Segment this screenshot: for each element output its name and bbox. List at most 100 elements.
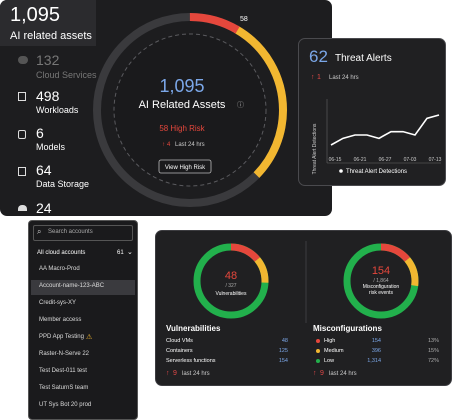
gauge: 58 1,095 AI Related Assets ⓘ 58 High Ris…	[93, 13, 287, 207]
search-box[interactable]	[33, 225, 133, 241]
account-item[interactable]: UT Sys Bot 20 prod	[39, 402, 92, 408]
threat-line	[330, 114, 440, 146]
gauge-change-label: Last 24 hrs	[175, 142, 205, 148]
severity-dot	[316, 339, 320, 343]
item-count: 132	[36, 52, 60, 68]
vuln-row-value: 154	[278, 358, 288, 364]
item-label: Models	[36, 142, 66, 152]
item-label: Data Storage	[36, 179, 90, 189]
search-icon: ⌕	[37, 227, 42, 236]
account-item[interactable]: Credit-sys-XY	[39, 300, 77, 306]
account-item[interactable]: Account-name-123-ABC	[39, 283, 105, 289]
legend-dot	[339, 169, 343, 173]
legend-label: Threat Alert Detections	[346, 169, 407, 175]
account-item[interactable]: Member access	[39, 317, 82, 323]
misconf-value: 154	[372, 265, 390, 277]
misconf-label-wrap: Misconfiguration risk events	[362, 284, 400, 296]
account-item[interactable]: Test Dest-011 test	[39, 368, 87, 374]
misconf-total: / 1,864	[373, 278, 389, 284]
misconf-change: 9	[320, 370, 324, 377]
vuln-value: 48	[225, 270, 237, 282]
severity-dot	[316, 359, 320, 363]
threat-count: 62	[309, 47, 328, 66]
misconf-row-value: 154	[371, 338, 381, 344]
search-placeholder[interactable]: Search accounts	[48, 229, 93, 235]
threat-title: Threat Alerts	[335, 53, 392, 64]
misconf-row-label: High	[324, 338, 336, 344]
vuln-row-value: 125	[278, 348, 288, 354]
threat-card: 62 Threat Alerts ↑ 1 Last 24 hrs Threat …	[298, 38, 446, 186]
x-tick-label: 06-21	[354, 157, 367, 163]
arrow: ↑	[166, 370, 170, 377]
item-count: 24	[36, 200, 52, 216]
misconf-row-pct: 72%	[427, 358, 439, 364]
item-count: 498	[36, 88, 60, 104]
item-count: 6	[36, 125, 44, 141]
severity-dot	[316, 349, 320, 353]
arrow: ↑	[311, 74, 315, 81]
vuln-change-label: last 24 hrs	[182, 371, 210, 377]
assets-panel: 1,095 AI related assets 58 1,095 AI Rela…	[0, 0, 332, 216]
vuln-label: Vulnerabilities	[216, 291, 247, 297]
donut-red	[193, 243, 269, 319]
icon	[18, 167, 26, 176]
account-item[interactable]: AA Macro-Prod	[39, 266, 80, 272]
icon	[18, 92, 26, 101]
threat-change-label: Last 24 hrs	[329, 75, 359, 81]
vuln-change: 9	[173, 370, 177, 377]
gauge-title: AI Related Assets	[139, 99, 226, 111]
gauge-inner	[113, 33, 267, 187]
total: 1,095	[10, 4, 61, 26]
icon	[18, 205, 27, 211]
icon	[18, 130, 26, 139]
all-count: 61	[117, 250, 124, 256]
selected-row	[31, 280, 135, 295]
info-icon: ⓘ	[237, 101, 244, 109]
item-label: Cloud Services	[36, 70, 97, 80]
misconf-row-pct: 13%	[427, 338, 439, 344]
gauge-yellow	[93, 13, 287, 207]
misconf-row-label: Low	[324, 358, 335, 364]
chevron: ⌄	[127, 249, 133, 256]
misconf-change-label: last 24 hrs	[329, 371, 357, 377]
gauge-marker: 58	[240, 16, 248, 23]
donut-red	[343, 243, 419, 319]
misconf-row-value: 396	[371, 348, 381, 354]
x-tick-label: 06-27	[379, 157, 392, 163]
vuln-row-label: Cloud VMs	[166, 338, 193, 344]
misconf-row-pct: 15%	[427, 348, 439, 354]
misconf-label: Misconfiguration risk events	[362, 284, 400, 296]
gauge-total: 1,095	[159, 76, 204, 96]
donut-yellow	[193, 243, 269, 319]
account-item[interactable]: Test SaturnS team	[39, 385, 89, 391]
vuln-title: Vulnerabilities	[166, 324, 221, 333]
account-item[interactable]: PPD App Testing	[39, 334, 84, 340]
x-tick-label: 07-13	[429, 157, 442, 163]
view-high-risk[interactable]: View High Risk	[165, 165, 206, 171]
icon	[18, 56, 28, 64]
item-label: Workloads	[36, 105, 79, 115]
arrow: ↑	[162, 142, 165, 148]
total-label: AI related assets	[10, 30, 92, 42]
arrow: ↑	[313, 370, 317, 377]
accounts-dropdown: ⌕ Search accounts All cloud accounts 61 …	[28, 220, 138, 420]
vuln-row-label: Serverless functions	[166, 358, 216, 364]
gauge-risk: 58 High Risk	[159, 124, 205, 133]
vuln-row-label: Containers	[166, 348, 193, 354]
button-box[interactable]	[158, 159, 212, 174]
x-tick-label: 07-03	[404, 157, 417, 163]
all-accounts[interactable]: All cloud accounts	[37, 250, 86, 256]
vuln-row-value: 48	[281, 338, 288, 344]
item-count: 64	[36, 162, 52, 178]
x-tick-label: 06-15	[329, 157, 342, 163]
gauge-change: 4	[167, 142, 171, 148]
threat-chart: Threat Alert Detections Threat Alert Det…	[312, 99, 442, 175]
account-item[interactable]: Raster-N-Serve 22	[39, 351, 90, 357]
risk-donuts: 48 / 327 Vulnerabilities 154 / 1,864 Mis…	[193, 241, 419, 323]
misconf-title: Misconfigurations	[313, 324, 382, 333]
y-axis-label: Threat Alert Detections	[312, 123, 318, 174]
total-box	[0, 0, 96, 46]
misconf-row-label: Medium	[324, 348, 344, 354]
threat-change: 1	[317, 74, 321, 81]
